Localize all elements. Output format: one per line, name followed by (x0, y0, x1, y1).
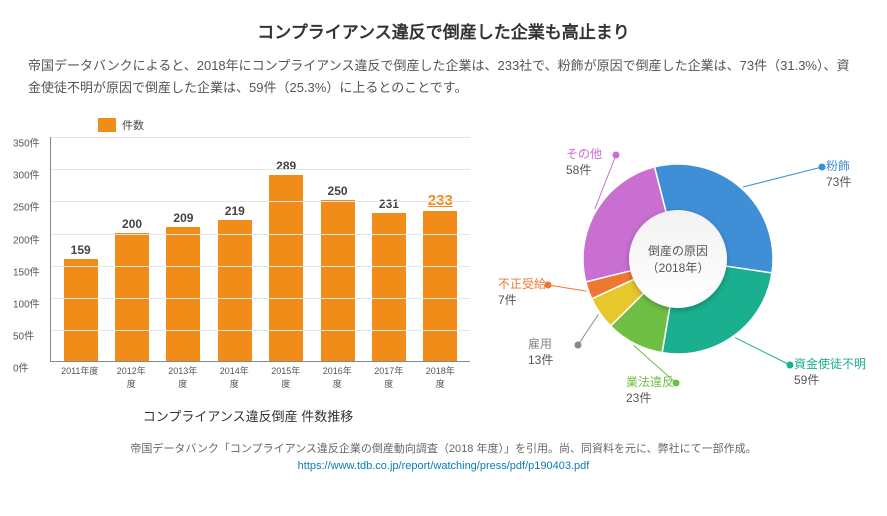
bars-container: 159 200 209 219 289 250 231 233 (51, 137, 470, 361)
ytick-label: 50件 (13, 328, 34, 343)
footer: 帝国データバンク「コンプライアンス違反企業の倒産動向調査（2018 年度）」を引… (28, 441, 859, 474)
pie-leader-line (548, 285, 586, 291)
bar-value-label: 219 (225, 204, 245, 218)
bar-value-label: 200 (122, 217, 142, 231)
gridline (51, 234, 470, 235)
pie-slice-label: 資金使徒不明59件 (794, 357, 866, 388)
description-text: 帝国データバンクによると、2018年にコンプライアンス違反で倒産した企業は、23… (28, 55, 859, 99)
bar-item: 250 (319, 184, 357, 361)
pie-slice-label: その他58件 (566, 147, 602, 178)
bar (64, 259, 98, 361)
bar-xlabel: 2016年度 (318, 364, 356, 390)
bar (218, 220, 252, 361)
pie-slice-value: 23件 (626, 391, 674, 407)
pie-chart-section: 倒産の原因（2018年）粉飾73件資金使徒不明59件業法違反23件雇用13件不正… (468, 117, 868, 397)
footer-link[interactable]: https://www.tdb.co.jp/report/watching/pr… (298, 460, 590, 472)
pie-leader-line (743, 167, 822, 187)
bar-value-label: 250 (328, 184, 348, 198)
bar-value-label: 289 (276, 159, 296, 173)
gridline (51, 330, 470, 331)
pie-slice-name: 雇用 (528, 337, 553, 353)
ytick-label: 100件 (13, 295, 40, 310)
ytick-label: 350件 (13, 135, 40, 150)
bar-xlabel: 2013年度 (164, 364, 202, 390)
pie-slice-label: 雇用13件 (528, 337, 553, 368)
pie-leader-dot (613, 152, 620, 159)
pie-slice-value: 59件 (794, 373, 866, 389)
legend-label: 件数 (122, 117, 144, 133)
ytick-label: 0件 (13, 360, 29, 375)
bar-xlabel: 2018年度 (421, 364, 459, 390)
pie-slice-label: 粉飾73件 (826, 159, 851, 190)
pie-slice-label: 業法違反23件 (626, 375, 674, 406)
bar-value-label: 209 (173, 211, 193, 225)
gridline (51, 137, 470, 138)
pie-slice-name: 不正受給 (498, 277, 546, 293)
pie-leader-dot (575, 342, 582, 349)
ytick-label: 200件 (13, 231, 40, 246)
bar (269, 175, 303, 361)
bar-xlabels: 2011年度 2012年度 2013年度 2014年度 2015年度 2016年度 2017… (50, 362, 470, 390)
ytick-label: 150件 (13, 263, 40, 278)
bar (166, 227, 200, 361)
bar-xlabel: 2017年度 (370, 364, 408, 390)
bar-xlabel: 2015年度 (267, 364, 305, 390)
bar-chart: 159200209219289250231233 0件50件100件150件20… (50, 137, 470, 362)
bar-xlabel: 2014年度 (215, 364, 253, 390)
charts-row: 件数 159200209219289250231233 0件50件100件150… (28, 117, 859, 425)
pie-slice-value: 73件 (826, 175, 851, 191)
pie-slice-name: その他 (566, 147, 602, 163)
bar-xlabel: 2012年度 (112, 364, 150, 390)
pie-slice-label: 不正受給7件 (498, 277, 546, 308)
gridline (51, 266, 470, 267)
bar-item: 219 (216, 204, 254, 361)
footer-text: 帝国データバンク「コンプライアンス違反企業の倒産動向調査（2018 年度）」を引… (130, 443, 756, 455)
pie-leader-line (578, 315, 598, 346)
bar-value-label: 159 (71, 243, 91, 257)
bar-value-label: 231 (379, 197, 399, 211)
donut-center: 倒産の原因（2018年） (629, 210, 727, 308)
pie-slice-name: 粉飾 (826, 159, 851, 175)
gridline (51, 169, 470, 170)
pie-slice-value: 58件 (566, 163, 602, 179)
bar (321, 200, 355, 361)
pie-slice-value: 13件 (528, 353, 553, 369)
pie-leader-dot (787, 362, 794, 369)
pie-leader-dot (819, 164, 826, 171)
pie-leader-line (735, 338, 790, 365)
pie-slice-name: 業法違反 (626, 375, 674, 391)
bar-item: 200 (113, 217, 151, 362)
legend-swatch (98, 118, 116, 132)
pie-slice-name: 資金使徒不明 (794, 357, 866, 373)
bar-item: 233 (421, 192, 459, 361)
gridline (51, 298, 470, 299)
page-title: コンプライアンス違反で倒産した企業も高止まり (28, 18, 859, 43)
donut-center-line1: 倒産の原因 (648, 242, 708, 259)
gridline (51, 201, 470, 202)
bar-legend: 件数 (98, 117, 458, 133)
donut-center-line2: （2018年） (647, 259, 710, 276)
bar-caption: コンプライアンス違反倒産 件数推移 (38, 406, 458, 425)
ytick-label: 300件 (13, 167, 40, 182)
bar-item: 231 (370, 197, 408, 362)
bar-item: 159 (62, 243, 100, 361)
bar-chart-section: 件数 159200209219289250231233 0件50件100件150… (28, 117, 458, 425)
bar (372, 213, 406, 362)
pie-slice-value: 7件 (498, 293, 546, 309)
ytick-label: 250件 (13, 199, 40, 214)
bar-xlabel: 2011年度 (61, 364, 99, 390)
